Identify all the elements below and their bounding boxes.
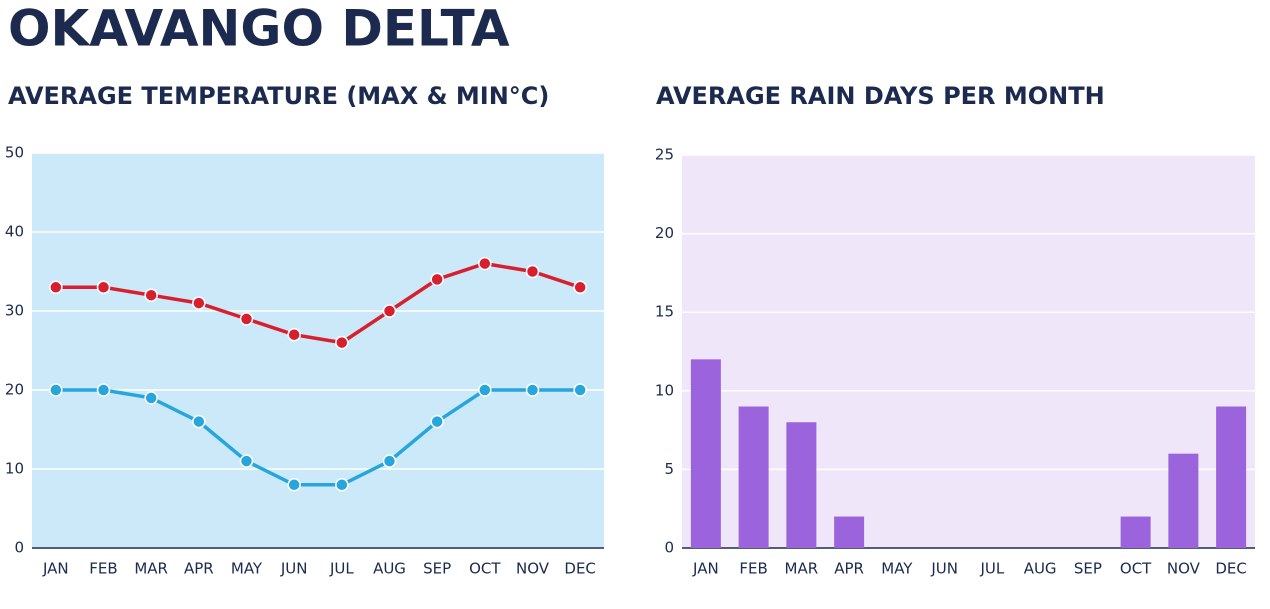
- x-tick-label: NOV: [1167, 560, 1201, 578]
- bar: [834, 516, 865, 548]
- point: [525, 264, 540, 279]
- x-tick-label: JUN: [280, 560, 308, 578]
- bar: [1120, 516, 1151, 548]
- y-tick-label: 15: [655, 303, 674, 321]
- x-tick-label: NOV: [516, 560, 550, 578]
- bar: [690, 359, 721, 548]
- x-tick-label: OCT: [469, 560, 501, 578]
- point: [478, 256, 492, 271]
- point: [335, 335, 349, 350]
- y-tick-label: 20: [655, 224, 674, 242]
- chart-title: AVERAGE TEMPERATURE (MAX & MIN°C): [8, 82, 549, 110]
- y-tick-label: 50: [5, 144, 24, 162]
- x-tick-label: OCT: [1120, 560, 1152, 578]
- x-tick-label: FEB: [89, 560, 117, 578]
- x-tick-label: JUL: [979, 560, 1004, 578]
- point: [192, 414, 206, 429]
- point: [49, 383, 63, 397]
- x-tick-label: APR: [184, 560, 214, 578]
- x-tick-label: MAY: [231, 560, 263, 578]
- bar: [1168, 453, 1199, 548]
- x-tick-label: MAY: [881, 560, 913, 578]
- x-tick-label: DEC: [564, 560, 596, 578]
- point: [49, 280, 63, 295]
- y-tick-label: 20: [5, 381, 24, 399]
- y-tick-label: 25: [655, 146, 674, 164]
- x-tick-label: JAN: [692, 560, 719, 578]
- x-tick-label: APR: [834, 560, 864, 578]
- y-tick-label: 0: [664, 539, 674, 557]
- plot-background: [32, 153, 604, 548]
- y-tick-label: 0: [14, 539, 24, 557]
- x-tick-label: MAR: [785, 560, 819, 578]
- x-tick-label: AUG: [1024, 560, 1057, 578]
- point: [573, 280, 587, 295]
- bar: [1216, 406, 1247, 548]
- page-title: OKAVANGO DELTA: [8, 0, 510, 58]
- x-tick-label: JUN: [930, 560, 958, 578]
- x-tick-label: JUL: [329, 560, 354, 578]
- x-tick-label: SEP: [423, 560, 451, 578]
- x-tick-label: DEC: [1215, 560, 1247, 578]
- point: [96, 280, 111, 295]
- y-tick-label: 30: [5, 302, 24, 320]
- point: [239, 312, 254, 326]
- x-tick-label: SEP: [1074, 560, 1102, 578]
- point: [430, 414, 444, 429]
- point: [287, 478, 301, 492]
- point: [287, 327, 301, 342]
- point: [430, 272, 444, 287]
- point: [144, 288, 158, 302]
- point: [335, 478, 349, 492]
- bar: [738, 406, 769, 548]
- point: [192, 296, 206, 310]
- point: [144, 391, 158, 405]
- y-tick-label: 10: [5, 460, 24, 478]
- series-line: [55, 388, 581, 487]
- x-tick-label: FEB: [739, 560, 767, 578]
- y-tick-label: 40: [5, 223, 24, 241]
- point: [382, 304, 397, 318]
- x-tick-label: JAN: [42, 560, 69, 578]
- x-tick-label: MAR: [134, 560, 168, 578]
- bar: [786, 422, 817, 548]
- chart-title: AVERAGE RAIN DAYS PER MONTH: [656, 82, 1105, 110]
- y-tick-label: 5: [664, 460, 674, 478]
- y-tick-label: 10: [655, 381, 674, 399]
- point: [573, 383, 587, 397]
- point: [382, 454, 397, 468]
- point: [478, 383, 492, 397]
- series-line: [55, 261, 581, 345]
- x-tick-label: AUG: [373, 560, 406, 578]
- point: [525, 383, 540, 397]
- point: [239, 454, 254, 468]
- plot-background: [682, 155, 1255, 548]
- point: [96, 383, 111, 397]
